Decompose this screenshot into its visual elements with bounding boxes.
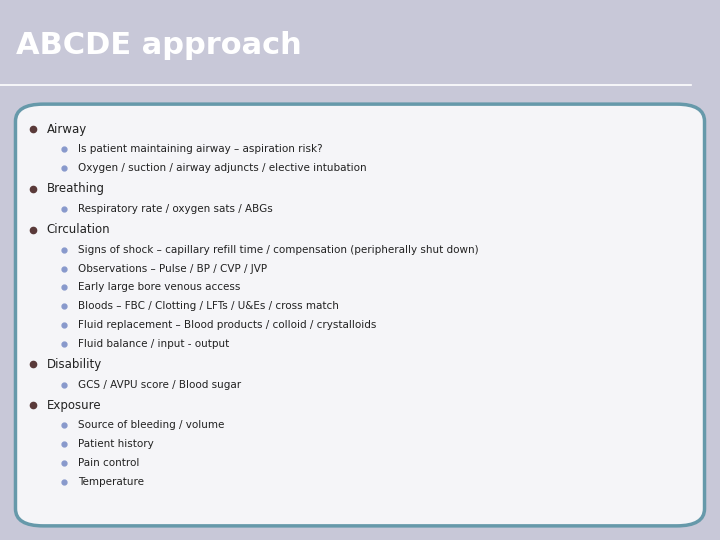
Text: Early large bore venous access: Early large bore venous access — [78, 282, 240, 292]
Text: Fluid replacement – Blood products / colloid / crystalloids: Fluid replacement – Blood products / col… — [78, 320, 377, 330]
Text: Breathing: Breathing — [47, 182, 105, 195]
Text: Patient history: Patient history — [78, 439, 154, 449]
Text: Disability: Disability — [47, 357, 102, 371]
Text: Temperature: Temperature — [78, 477, 144, 487]
Text: Pain control: Pain control — [78, 458, 140, 468]
Text: ABCDE approach: ABCDE approach — [16, 30, 302, 59]
Text: Fluid balance / input - output: Fluid balance / input - output — [78, 339, 230, 349]
Text: Circulation: Circulation — [47, 223, 110, 236]
FancyBboxPatch shape — [16, 104, 704, 526]
Text: Airway: Airway — [47, 123, 87, 136]
Text: Exposure: Exposure — [47, 399, 102, 411]
Text: Respiratory rate / oxygen sats / ABGs: Respiratory rate / oxygen sats / ABGs — [78, 204, 273, 214]
Text: Signs of shock – capillary refill time / compensation (peripherally shut down): Signs of shock – capillary refill time /… — [78, 245, 479, 255]
Text: Observations – Pulse / BP / CVP / JVP: Observations – Pulse / BP / CVP / JVP — [78, 264, 267, 274]
Text: Bloods – FBC / Clotting / LFTs / U&Es / cross match: Bloods – FBC / Clotting / LFTs / U&Es / … — [78, 301, 339, 311]
Text: GCS / AVPU score / Blood sugar: GCS / AVPU score / Blood sugar — [78, 380, 241, 389]
Text: Is patient maintaining airway – aspiration risk?: Is patient maintaining airway – aspirati… — [78, 144, 323, 154]
Text: Source of bleeding / volume: Source of bleeding / volume — [78, 421, 225, 430]
Text: Oxygen / suction / airway adjuncts / elective intubation: Oxygen / suction / airway adjuncts / ele… — [78, 163, 366, 173]
